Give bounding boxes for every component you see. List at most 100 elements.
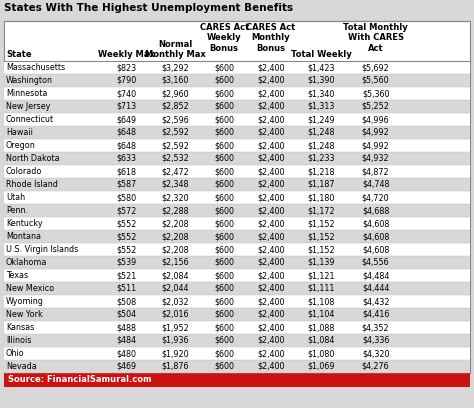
Text: $2,400: $2,400 [257, 206, 284, 215]
Text: $600: $600 [214, 180, 234, 189]
Bar [4, 152, 470, 165]
Text: $552: $552 [116, 219, 137, 228]
Text: $2,084: $2,084 [162, 271, 189, 280]
Text: $600: $600 [214, 76, 234, 85]
Text: $2,852: $2,852 [161, 102, 189, 111]
Text: Oklahoma: Oklahoma [6, 258, 47, 267]
Text: $2,400: $2,400 [257, 284, 284, 293]
Text: $2,400: $2,400 [257, 245, 284, 254]
Bar [4, 139, 470, 152]
Text: $2,400: $2,400 [257, 219, 284, 228]
Text: $2,400: $2,400 [257, 362, 284, 371]
Text: $600: $600 [214, 336, 234, 345]
Text: Nevada: Nevada [6, 362, 37, 371]
Text: States With The Highest Unemployment Benefits: States With The Highest Unemployment Ben… [4, 3, 293, 13]
Text: $618: $618 [116, 167, 137, 176]
Text: $2,400: $2,400 [257, 323, 284, 332]
Text: $2,400: $2,400 [257, 180, 284, 189]
Text: $2,400: $2,400 [257, 102, 284, 111]
Text: Wyoming: Wyoming [6, 297, 44, 306]
Text: $4,556: $4,556 [362, 258, 390, 267]
Text: $4,276: $4,276 [362, 362, 390, 371]
Text: $4,608: $4,608 [362, 232, 389, 241]
Text: Ohio: Ohio [6, 349, 25, 358]
Text: $600: $600 [214, 63, 234, 72]
Text: $2,592: $2,592 [161, 128, 189, 137]
Text: $2,016: $2,016 [162, 310, 189, 319]
Text: $1,218: $1,218 [307, 167, 335, 176]
Text: $2,032: $2,032 [162, 297, 189, 306]
Bar [4, 282, 470, 295]
Text: $1,249: $1,249 [307, 115, 335, 124]
Text: $1,180: $1,180 [307, 193, 335, 202]
Text: Utah: Utah [6, 193, 25, 202]
Text: $3,292: $3,292 [161, 63, 189, 72]
Bar [4, 61, 470, 74]
Text: $484: $484 [116, 336, 137, 345]
Text: $1,313: $1,313 [307, 102, 335, 111]
Text: $2,400: $2,400 [257, 63, 284, 72]
Text: $2,400: $2,400 [257, 258, 284, 267]
Bar [4, 256, 470, 269]
Bar [4, 373, 470, 387]
Text: $1,111: $1,111 [307, 284, 335, 293]
Text: $633: $633 [116, 154, 137, 163]
Text: Minnesota: Minnesota [6, 89, 47, 98]
Text: Rhode Island: Rhode Island [6, 180, 58, 189]
Text: Illinois: Illinois [6, 336, 31, 345]
Text: $4,416: $4,416 [362, 310, 389, 319]
Text: $2,288: $2,288 [162, 206, 189, 215]
Text: $2,208: $2,208 [162, 232, 189, 241]
Text: $5,560: $5,560 [362, 76, 390, 85]
Text: $511: $511 [116, 284, 137, 293]
Bar [4, 191, 470, 204]
Text: New York: New York [6, 310, 43, 319]
Text: $587: $587 [116, 180, 137, 189]
Text: $1,084: $1,084 [307, 336, 335, 345]
Text: $1,233: $1,233 [307, 154, 335, 163]
Text: New Jersey: New Jersey [6, 102, 50, 111]
Text: Montana: Montana [6, 232, 41, 241]
Text: Penn.: Penn. [6, 206, 28, 215]
Text: $600: $600 [214, 232, 234, 241]
Text: $2,532: $2,532 [161, 154, 189, 163]
Text: $600: $600 [214, 141, 234, 150]
Text: $552: $552 [116, 232, 137, 241]
Text: $2,400: $2,400 [257, 128, 284, 137]
Text: $2,400: $2,400 [257, 310, 284, 319]
Text: $2,596: $2,596 [161, 115, 189, 124]
Text: $1,080: $1,080 [307, 349, 335, 358]
Text: Kansas: Kansas [6, 323, 34, 332]
Text: Hawaii: Hawaii [6, 128, 33, 137]
Text: $600: $600 [214, 89, 234, 98]
Text: $600: $600 [214, 193, 234, 202]
Text: $521: $521 [116, 271, 137, 280]
Text: $790: $790 [116, 76, 137, 85]
Text: $1,920: $1,920 [162, 349, 189, 358]
Text: Source: FinancialSamural.com: Source: FinancialSamural.com [8, 375, 152, 384]
Text: $600: $600 [214, 167, 234, 176]
Text: $4,992: $4,992 [362, 141, 390, 150]
Text: $2,400: $2,400 [257, 167, 284, 176]
Bar [4, 230, 470, 243]
Bar [4, 269, 470, 282]
Text: Normal
Monthly Max: Normal Monthly Max [145, 40, 206, 59]
Text: $2,156: $2,156 [162, 258, 189, 267]
Text: $1,088: $1,088 [307, 323, 335, 332]
Text: Total Weekly: Total Weekly [291, 50, 351, 59]
Text: $1,104: $1,104 [307, 310, 335, 319]
Text: $1,121: $1,121 [307, 271, 335, 280]
Bar [4, 21, 470, 61]
Text: $4,484: $4,484 [362, 271, 389, 280]
Text: $600: $600 [214, 297, 234, 306]
Bar [4, 295, 470, 308]
Text: U.S. Virgin Islands: U.S. Virgin Islands [6, 245, 78, 254]
Bar [4, 126, 470, 139]
Text: Oregon: Oregon [6, 141, 36, 150]
Bar [4, 100, 470, 113]
Text: Kentucky: Kentucky [6, 219, 43, 228]
Text: $508: $508 [116, 297, 137, 306]
Bar [4, 87, 470, 100]
Text: $4,992: $4,992 [362, 128, 390, 137]
Text: $2,400: $2,400 [257, 349, 284, 358]
